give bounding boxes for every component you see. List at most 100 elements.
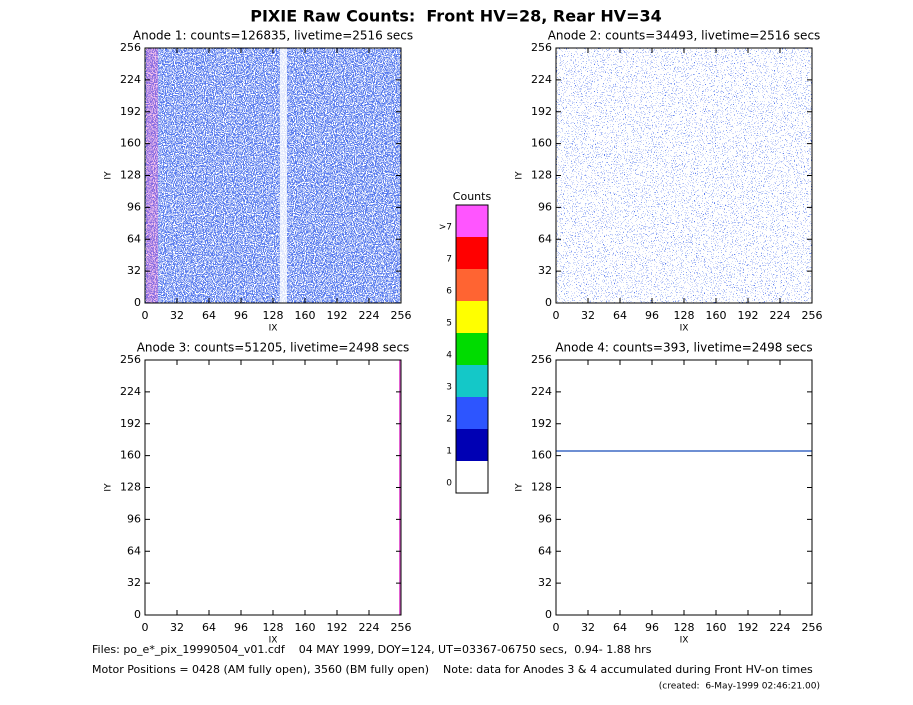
- y-tick-label: 32: [538, 576, 552, 589]
- y-tick-label: 224: [120, 73, 141, 86]
- x-tick-label: 256: [802, 621, 823, 634]
- y-tick-label: 256: [120, 353, 141, 366]
- y-tick-label: 128: [531, 481, 552, 494]
- x-tick-label: 0: [553, 309, 560, 322]
- footer-files: Files: po_e*_pix_19990504_v01.cdf 04 MAY…: [92, 643, 652, 656]
- y-tick-label: 96: [127, 200, 141, 213]
- y-tick-label: 160: [531, 449, 552, 462]
- y-tick-label: 0: [134, 296, 141, 309]
- x-tick-label: 64: [202, 621, 216, 634]
- colorbar-swatch: [456, 333, 488, 365]
- colorbar-label: 7: [446, 255, 452, 265]
- colorbar-swatch: [456, 237, 488, 269]
- x-tick-label: 64: [613, 309, 627, 322]
- heatmap-texture: [145, 48, 401, 303]
- x-tick-label: 192: [738, 309, 759, 322]
- x-tick-label: 32: [581, 621, 595, 634]
- x-tick-label: 128: [674, 309, 695, 322]
- y-tick-label: 96: [127, 512, 141, 525]
- y-tick-label: 128: [120, 169, 141, 182]
- colorbar-frame: [455, 204, 489, 494]
- colorbar-title: Counts: [453, 190, 492, 203]
- y-tick-label: 128: [120, 481, 141, 494]
- x-tick-label: 32: [581, 309, 595, 322]
- x-tick-label: 32: [170, 309, 184, 322]
- colorbar-label: 4: [446, 351, 452, 361]
- y-tick-label: 256: [531, 41, 552, 54]
- x-tick-label: 256: [391, 309, 412, 322]
- colorbar-swatch: [456, 461, 488, 493]
- footer-motor: Motor Positions = 0428 (AM fully open), …: [92, 663, 813, 676]
- x-tick-label: 0: [142, 309, 149, 322]
- plot-frame: [144, 359, 402, 616]
- x-tick-label: 96: [234, 621, 248, 634]
- panel-title: Anode 1: counts=126835, livetime=2516 se…: [133, 29, 413, 43]
- y-tick-label: 224: [531, 385, 552, 398]
- plot-frame: [555, 359, 813, 616]
- y-tick-label: 64: [538, 232, 552, 245]
- x-tick-label: 128: [674, 621, 695, 634]
- y-tick-label: 192: [120, 417, 141, 430]
- y-tick-label: 64: [538, 544, 552, 557]
- y-tick-label: 160: [120, 449, 141, 462]
- colorbar-label: 1: [446, 447, 452, 457]
- y-tick-label: 192: [531, 417, 552, 430]
- y-axis-label: IY: [104, 171, 114, 180]
- y-axis-label: IY: [515, 483, 525, 492]
- panel-title: Anode 3: counts=51205, livetime=2498 sec…: [137, 341, 410, 355]
- x-tick-label: 256: [391, 621, 412, 634]
- colorbar-swatch: [456, 269, 488, 301]
- colorbar-label: 2: [446, 415, 452, 425]
- x-axis-label: IX: [269, 636, 278, 646]
- colorbar-label: 5: [446, 319, 452, 329]
- colorbar-swatch: [456, 365, 488, 397]
- colorbar-label: 6: [446, 287, 452, 297]
- x-tick-label: 0: [142, 621, 149, 634]
- colorbar-swatch: [456, 205, 488, 237]
- colorbar-swatch: [456, 397, 488, 429]
- panel-title: Anode 4: counts=393, livetime=2498 secs: [555, 341, 812, 355]
- y-axis-label: IY: [104, 483, 114, 492]
- y-tick-label: 0: [545, 608, 552, 621]
- y-tick-label: 32: [538, 264, 552, 277]
- x-tick-label: 224: [770, 309, 791, 322]
- y-tick-label: 160: [531, 137, 552, 150]
- figure-title: PIXIE Raw Counts: Front HV=28, Rear HV=3…: [250, 7, 662, 26]
- colorbar-label: 3: [446, 383, 452, 393]
- y-tick-label: 256: [120, 41, 141, 54]
- x-tick-label: 128: [263, 309, 284, 322]
- heatmap-texture: [556, 450, 812, 452]
- x-tick-label: 96: [645, 309, 659, 322]
- y-tick-label: 96: [538, 200, 552, 213]
- y-tick-label: 0: [545, 296, 552, 309]
- x-tick-label: 128: [263, 621, 284, 634]
- y-tick-label: 64: [127, 544, 141, 557]
- x-tick-label: 224: [359, 621, 380, 634]
- x-axis-label: IX: [269, 324, 278, 334]
- footer-created: (created: 6-May-1999 02:46:21.00): [659, 682, 820, 692]
- heatmap-texture: [556, 48, 812, 303]
- y-tick-label: 96: [538, 512, 552, 525]
- y-tick-label: 192: [531, 105, 552, 118]
- colorbar-swatch: [456, 429, 488, 461]
- x-tick-label: 192: [327, 309, 348, 322]
- y-tick-label: 64: [127, 232, 141, 245]
- x-tick-label: 0: [553, 621, 560, 634]
- x-tick-label: 96: [234, 309, 248, 322]
- x-tick-label: 64: [202, 309, 216, 322]
- x-tick-label: 160: [706, 309, 727, 322]
- x-tick-label: 160: [706, 621, 727, 634]
- y-tick-label: 0: [134, 608, 141, 621]
- y-tick-label: 192: [120, 105, 141, 118]
- heatmap-texture: [280, 48, 287, 303]
- x-tick-label: 160: [295, 621, 316, 634]
- x-tick-label: 224: [359, 309, 380, 322]
- x-tick-label: 224: [770, 621, 791, 634]
- x-axis-label: IX: [680, 636, 689, 646]
- colorbar-swatch: [456, 301, 488, 333]
- colorbar-label: >7: [439, 223, 452, 233]
- y-tick-label: 128: [531, 169, 552, 182]
- x-tick-label: 64: [613, 621, 627, 634]
